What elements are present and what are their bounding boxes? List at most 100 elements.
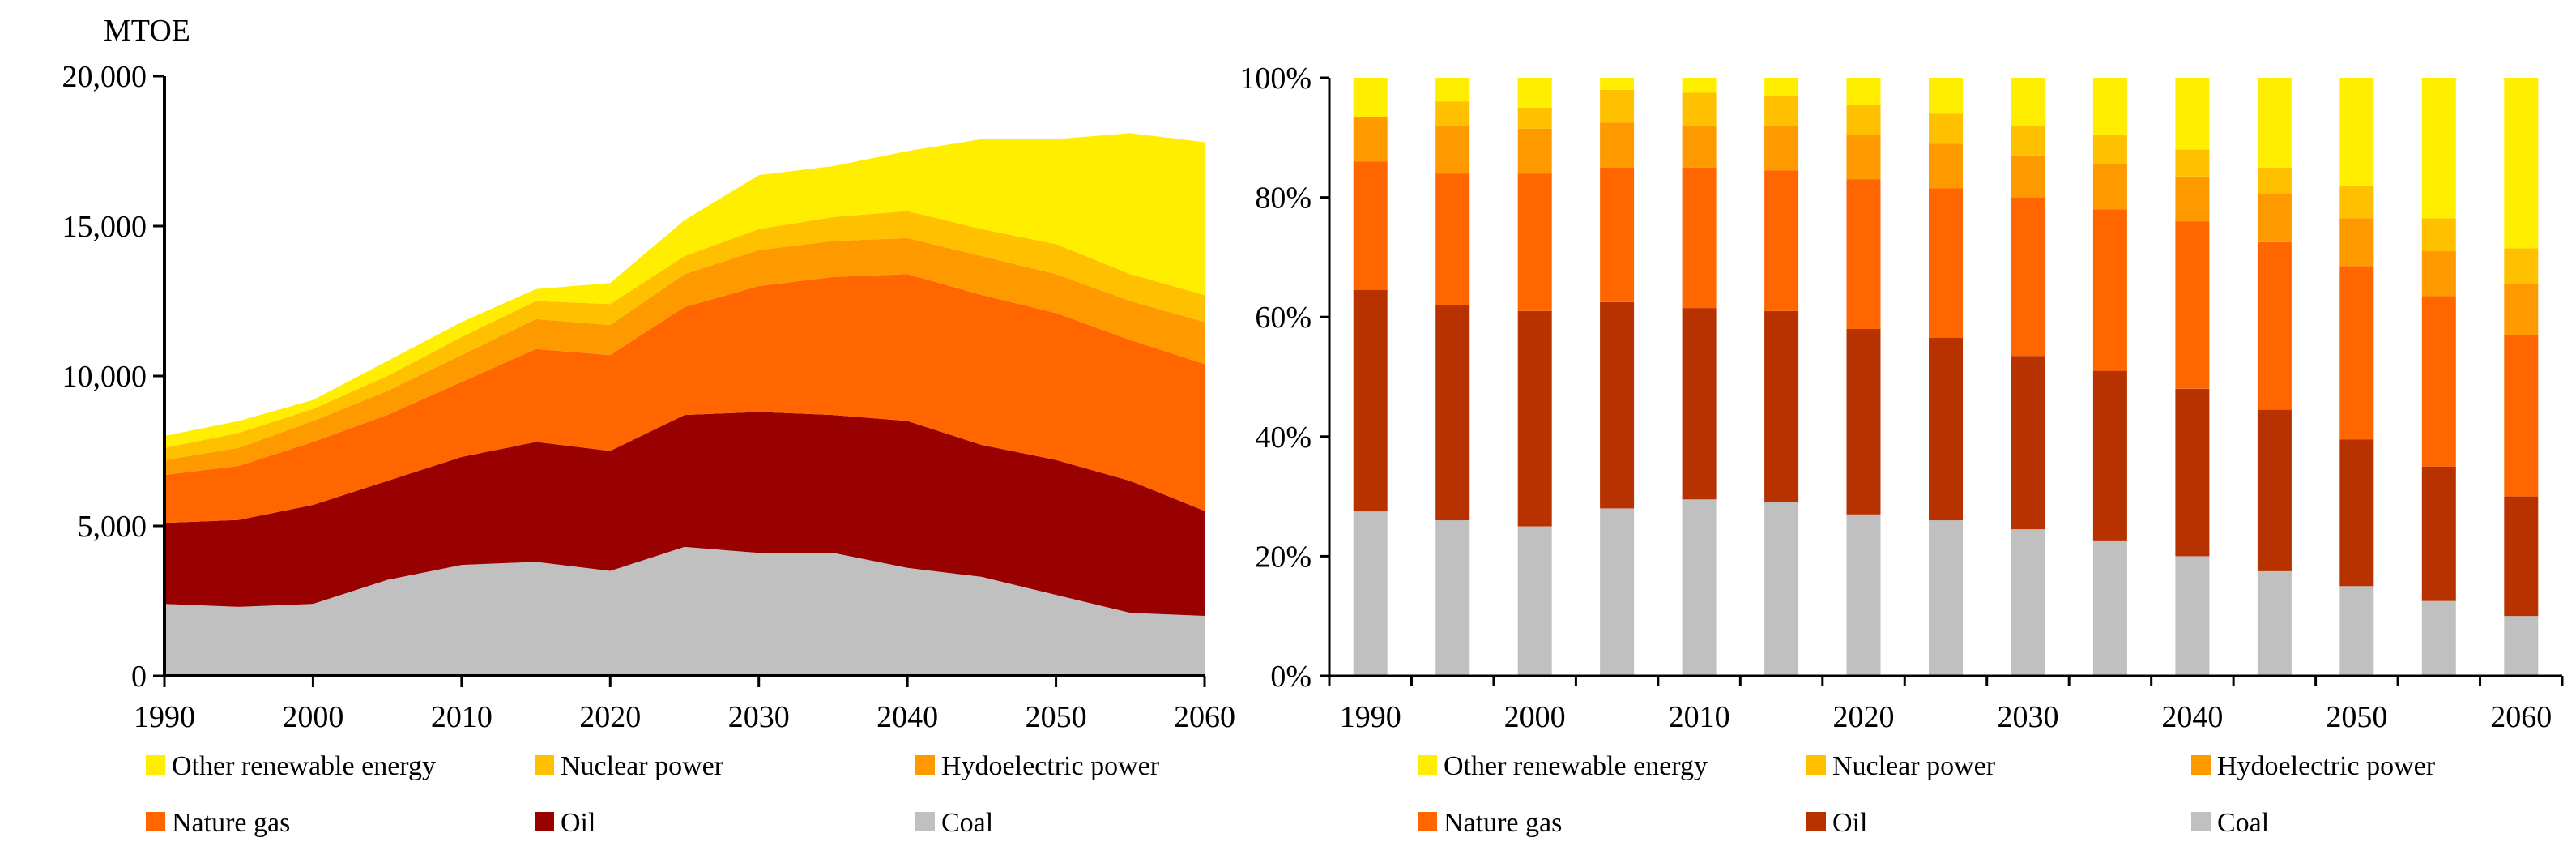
right-y-tick-label: 20% — [1255, 540, 1311, 574]
area-series-nature-gas — [164, 274, 1205, 523]
bar-nuclear-power-2055 — [2421, 218, 2456, 251]
bar-nature-gas-2015 — [1764, 170, 1799, 311]
left-y-tick-label: 20,000 — [62, 60, 147, 94]
bar-hydoelectric-power-1995 — [1435, 126, 1470, 173]
bar-oil-2015 — [1764, 310, 1799, 502]
legend-label-other-renewable-energy: Other renewable energy — [1444, 751, 1708, 781]
area-series-oil — [164, 412, 1205, 616]
legend-label-oil: Oil — [1832, 808, 1867, 838]
bar-coal-1990 — [1353, 511, 1388, 676]
bar-nature-gas-2020 — [1846, 179, 1881, 329]
bar-nuclear-power-2045 — [2257, 167, 2292, 194]
legend-label-nature-gas: Nature gas — [172, 808, 290, 838]
right-y-tick-label: 100% — [1239, 62, 1311, 96]
area-series-other-renewable-energy — [164, 133, 1205, 448]
bar-hydoelectric-power-2050 — [2339, 218, 2374, 267]
bar-coal-2020 — [1846, 514, 1881, 676]
bar-hydoelectric-power-2005 — [1600, 122, 1635, 168]
bar-coal-2005 — [1600, 508, 1635, 676]
bar-nuclear-power-1995 — [1435, 101, 1470, 126]
bar-nuclear-power-2040 — [2175, 149, 2210, 177]
left-x-tick-label: 2030 — [728, 700, 790, 734]
left-unit-label: MTOE — [104, 14, 190, 48]
bar-coal-2045 — [2257, 570, 2292, 676]
bar-other-renewable-energy-2030 — [2011, 78, 2045, 126]
legend-label-hydoelectric-power: Hydoelectric power — [2217, 751, 2436, 781]
bar-nature-gas-2055 — [2421, 296, 2456, 467]
right-y-tick-label: 60% — [1255, 301, 1311, 335]
bar-hydoelectric-power-2025 — [1929, 143, 1963, 189]
bar-other-renewable-energy-2015 — [1764, 78, 1799, 96]
right-x-tick-label: 1990 — [1340, 700, 1401, 734]
bar-hydoelectric-power-2000 — [1517, 128, 1552, 174]
left-x-tick-label: 2020 — [579, 700, 641, 734]
left-x-tick-label: 2000 — [282, 700, 343, 734]
legend-label-other-renewable-energy: Other renewable energy — [172, 751, 436, 781]
bar-nuclear-power-2060 — [2504, 248, 2539, 284]
left-x-tick-label: 2050 — [1026, 700, 1087, 734]
bar-nature-gas-2000 — [1517, 173, 1552, 311]
legend-swatch-nuclear-power — [535, 755, 554, 775]
bar-oil-2060 — [2504, 496, 2539, 617]
legend-swatch-hydoelectric-power — [2191, 755, 2211, 775]
bar-coal-2060 — [2504, 616, 2539, 676]
bar-nuclear-power-2015 — [1764, 96, 1799, 126]
legend-label-oil: Oil — [561, 808, 595, 838]
bar-oil-2005 — [1600, 301, 1635, 509]
legend-swatch-other-renewable-energy — [146, 755, 165, 775]
area-series-nuclear-power — [164, 211, 1205, 460]
right-percent-stacked-bar-chart: 0% 20% 40% 60% 80% 100% 1990 2000 2010 2020 2030 20… — [1239, 62, 2564, 838]
legend-label-hydoelectric-power: Hydoelectric power — [941, 751, 1160, 781]
bar-nature-gas-2040 — [2175, 221, 2210, 389]
bar-coal-2035 — [2092, 541, 2127, 676]
legend-label-coal: Coal — [941, 808, 993, 838]
bar-oil-2050 — [2339, 439, 2374, 587]
bar-hydoelectric-power-2015 — [1764, 126, 1799, 171]
bar-hydoelectric-power-2020 — [1846, 135, 1881, 180]
left-stacked-area-chart: 0 5,000 10,000 15,000 20,000 1990 2000 2010 2020… — [62, 14, 1236, 838]
legend-swatch-nuclear-power — [1806, 755, 1826, 775]
right-x-tick-label: 2020 — [1833, 700, 1895, 734]
bar-nature-gas-1990 — [1353, 161, 1388, 290]
bar-coal-2010 — [1682, 499, 1717, 676]
area-series-hydoelectric-power — [164, 237, 1205, 476]
bar-oil-2035 — [2092, 370, 2127, 541]
left-x-tick-label: 2010 — [431, 700, 493, 734]
bar-nature-gas-2060 — [2504, 335, 2539, 497]
legend-swatch-other-renewable-energy — [1418, 755, 1437, 775]
bar-other-renewable-energy-2055 — [2421, 78, 2456, 219]
bar-oil-2045 — [2257, 409, 2292, 571]
legend-swatch-hydoelectric-power — [915, 755, 935, 775]
bar-other-renewable-energy-2005 — [1600, 78, 1635, 90]
bar-coal-2055 — [2421, 600, 2456, 677]
bar-nature-gas-2005 — [1600, 167, 1635, 302]
bar-oil-1990 — [1353, 290, 1388, 512]
legend-label-nature-gas: Nature gas — [1444, 808, 1562, 838]
bar-coal-2040 — [2175, 556, 2210, 676]
bar-nuclear-power-2030 — [2011, 126, 2045, 156]
right-x-tick-label: 2000 — [1504, 700, 1566, 734]
bar-hydoelectric-power-2030 — [2011, 155, 2045, 198]
bar-other-renewable-energy-2010 — [1682, 78, 1717, 93]
bar-oil-2030 — [2011, 356, 2045, 530]
left-y-tick-label: 0 — [131, 660, 147, 694]
legend-swatch-oil — [1806, 812, 1826, 831]
bar-oil-2055 — [2421, 466, 2456, 601]
right-y-tick-label: 80% — [1255, 182, 1311, 216]
bar-oil-2020 — [1846, 329, 1881, 515]
right-x-tick-label: 2060 — [2490, 700, 2552, 734]
left-y-tick-label: 10,000 — [62, 360, 147, 394]
bar-nuclear-power-2000 — [1517, 107, 1552, 129]
bar-nuclear-power-2050 — [2339, 185, 2374, 219]
bar-other-renewable-energy-2045 — [2257, 78, 2292, 168]
legend-label-coal: Coal — [2217, 808, 2269, 838]
right-x-tick-label: 2010 — [1669, 700, 1730, 734]
left-x-tick-label: 2040 — [876, 700, 938, 734]
left-y-tick-label: 5,000 — [78, 510, 147, 544]
bar-other-renewable-energy-2035 — [2092, 78, 2127, 135]
bar-nature-gas-2050 — [2339, 266, 2374, 440]
bar-nuclear-power-2005 — [1600, 89, 1635, 123]
right-y-tick-label: 40% — [1255, 421, 1311, 455]
right-x-tick-label: 2040 — [2161, 700, 2223, 734]
